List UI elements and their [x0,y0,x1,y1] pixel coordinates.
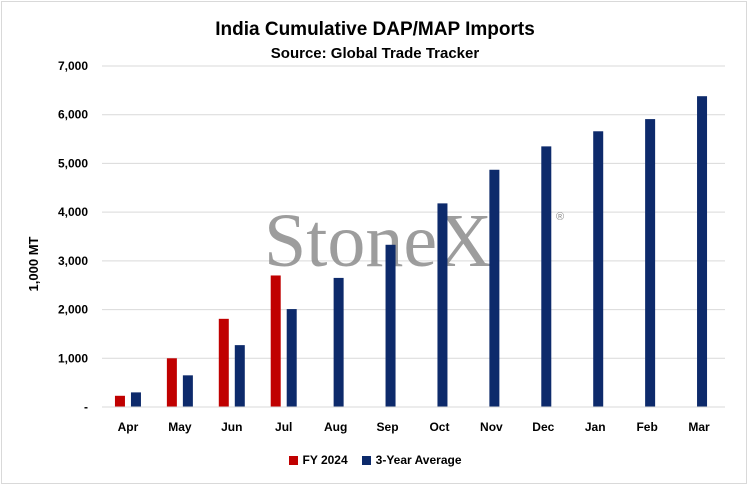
y-tick-label: 4,000 [58,205,88,219]
chart-subtitle: Source: Global Trade Tracker [270,45,480,62]
y-tick-label: - [84,400,88,414]
x-tick-label: Mar [688,420,710,434]
bar-3yr-avg-oct [437,203,448,407]
x-tick-label: Nov [480,420,503,434]
y-tick-label: 2,000 [58,303,88,317]
legend-swatch-3yr-avg [361,455,371,465]
bar-3yr-avg-jul [286,309,297,407]
legend: FY 2024 3-Year Average [0,453,750,467]
bar-fy2024-may [166,358,177,407]
legend-label-3yr-avg: 3-Year Average [375,453,462,467]
x-tick-label: Aug [324,420,347,434]
x-tick-label: Feb [636,420,657,434]
x-tick-label: Jan [585,420,606,434]
bar-3yr-avg-dec [541,146,552,407]
bar-3yr-avg-nov [489,169,500,407]
bar-3yr-avg-sep [385,244,396,407]
bar-3yr-avg-jan [593,131,604,407]
x-tick-label: Oct [429,420,449,434]
x-tick-label: Jun [221,420,242,434]
legend-item-fy2024: FY 2024 [288,453,348,467]
legend-label-fy2024: FY 2024 [302,453,348,467]
chart-title: India Cumulative DAP/MAP Imports [215,19,535,40]
x-tick-label: Jul [275,420,292,434]
bar-3yr-avg-aug [333,277,344,407]
legend-swatch-fy2024 [288,455,298,465]
x-tick-label: Dec [532,420,554,434]
y-tick-label: 6,000 [58,108,88,122]
x-tick-label: May [168,420,192,434]
x-tick-label: Apr [118,420,139,434]
bar-3yr-avg-mar [697,96,708,408]
bar-3yr-avg-feb [645,119,656,407]
bar-3yr-avg-jun [234,345,245,407]
legend-item-3yr-avg: 3-Year Average [361,453,462,467]
y-axis-label: 1,000 MT [26,236,41,291]
y-tick-label: 3,000 [58,254,88,268]
watermark-registered-mark: ® [556,211,564,223]
bar-3yr-avg-apr [130,392,141,407]
bar-3yr-avg-may [182,375,193,407]
x-tick-label: Sep [377,420,399,434]
bar-fy2024-apr [114,395,125,407]
y-tick-label: 5,000 [58,156,88,170]
y-tick-label: 7,000 [58,59,88,73]
watermark-logo: StoneX [264,199,492,283]
y-tick-label: 1,000 [58,351,88,365]
bar-fy2024-jul [270,275,281,407]
bar-fy2024-jun [218,318,229,407]
